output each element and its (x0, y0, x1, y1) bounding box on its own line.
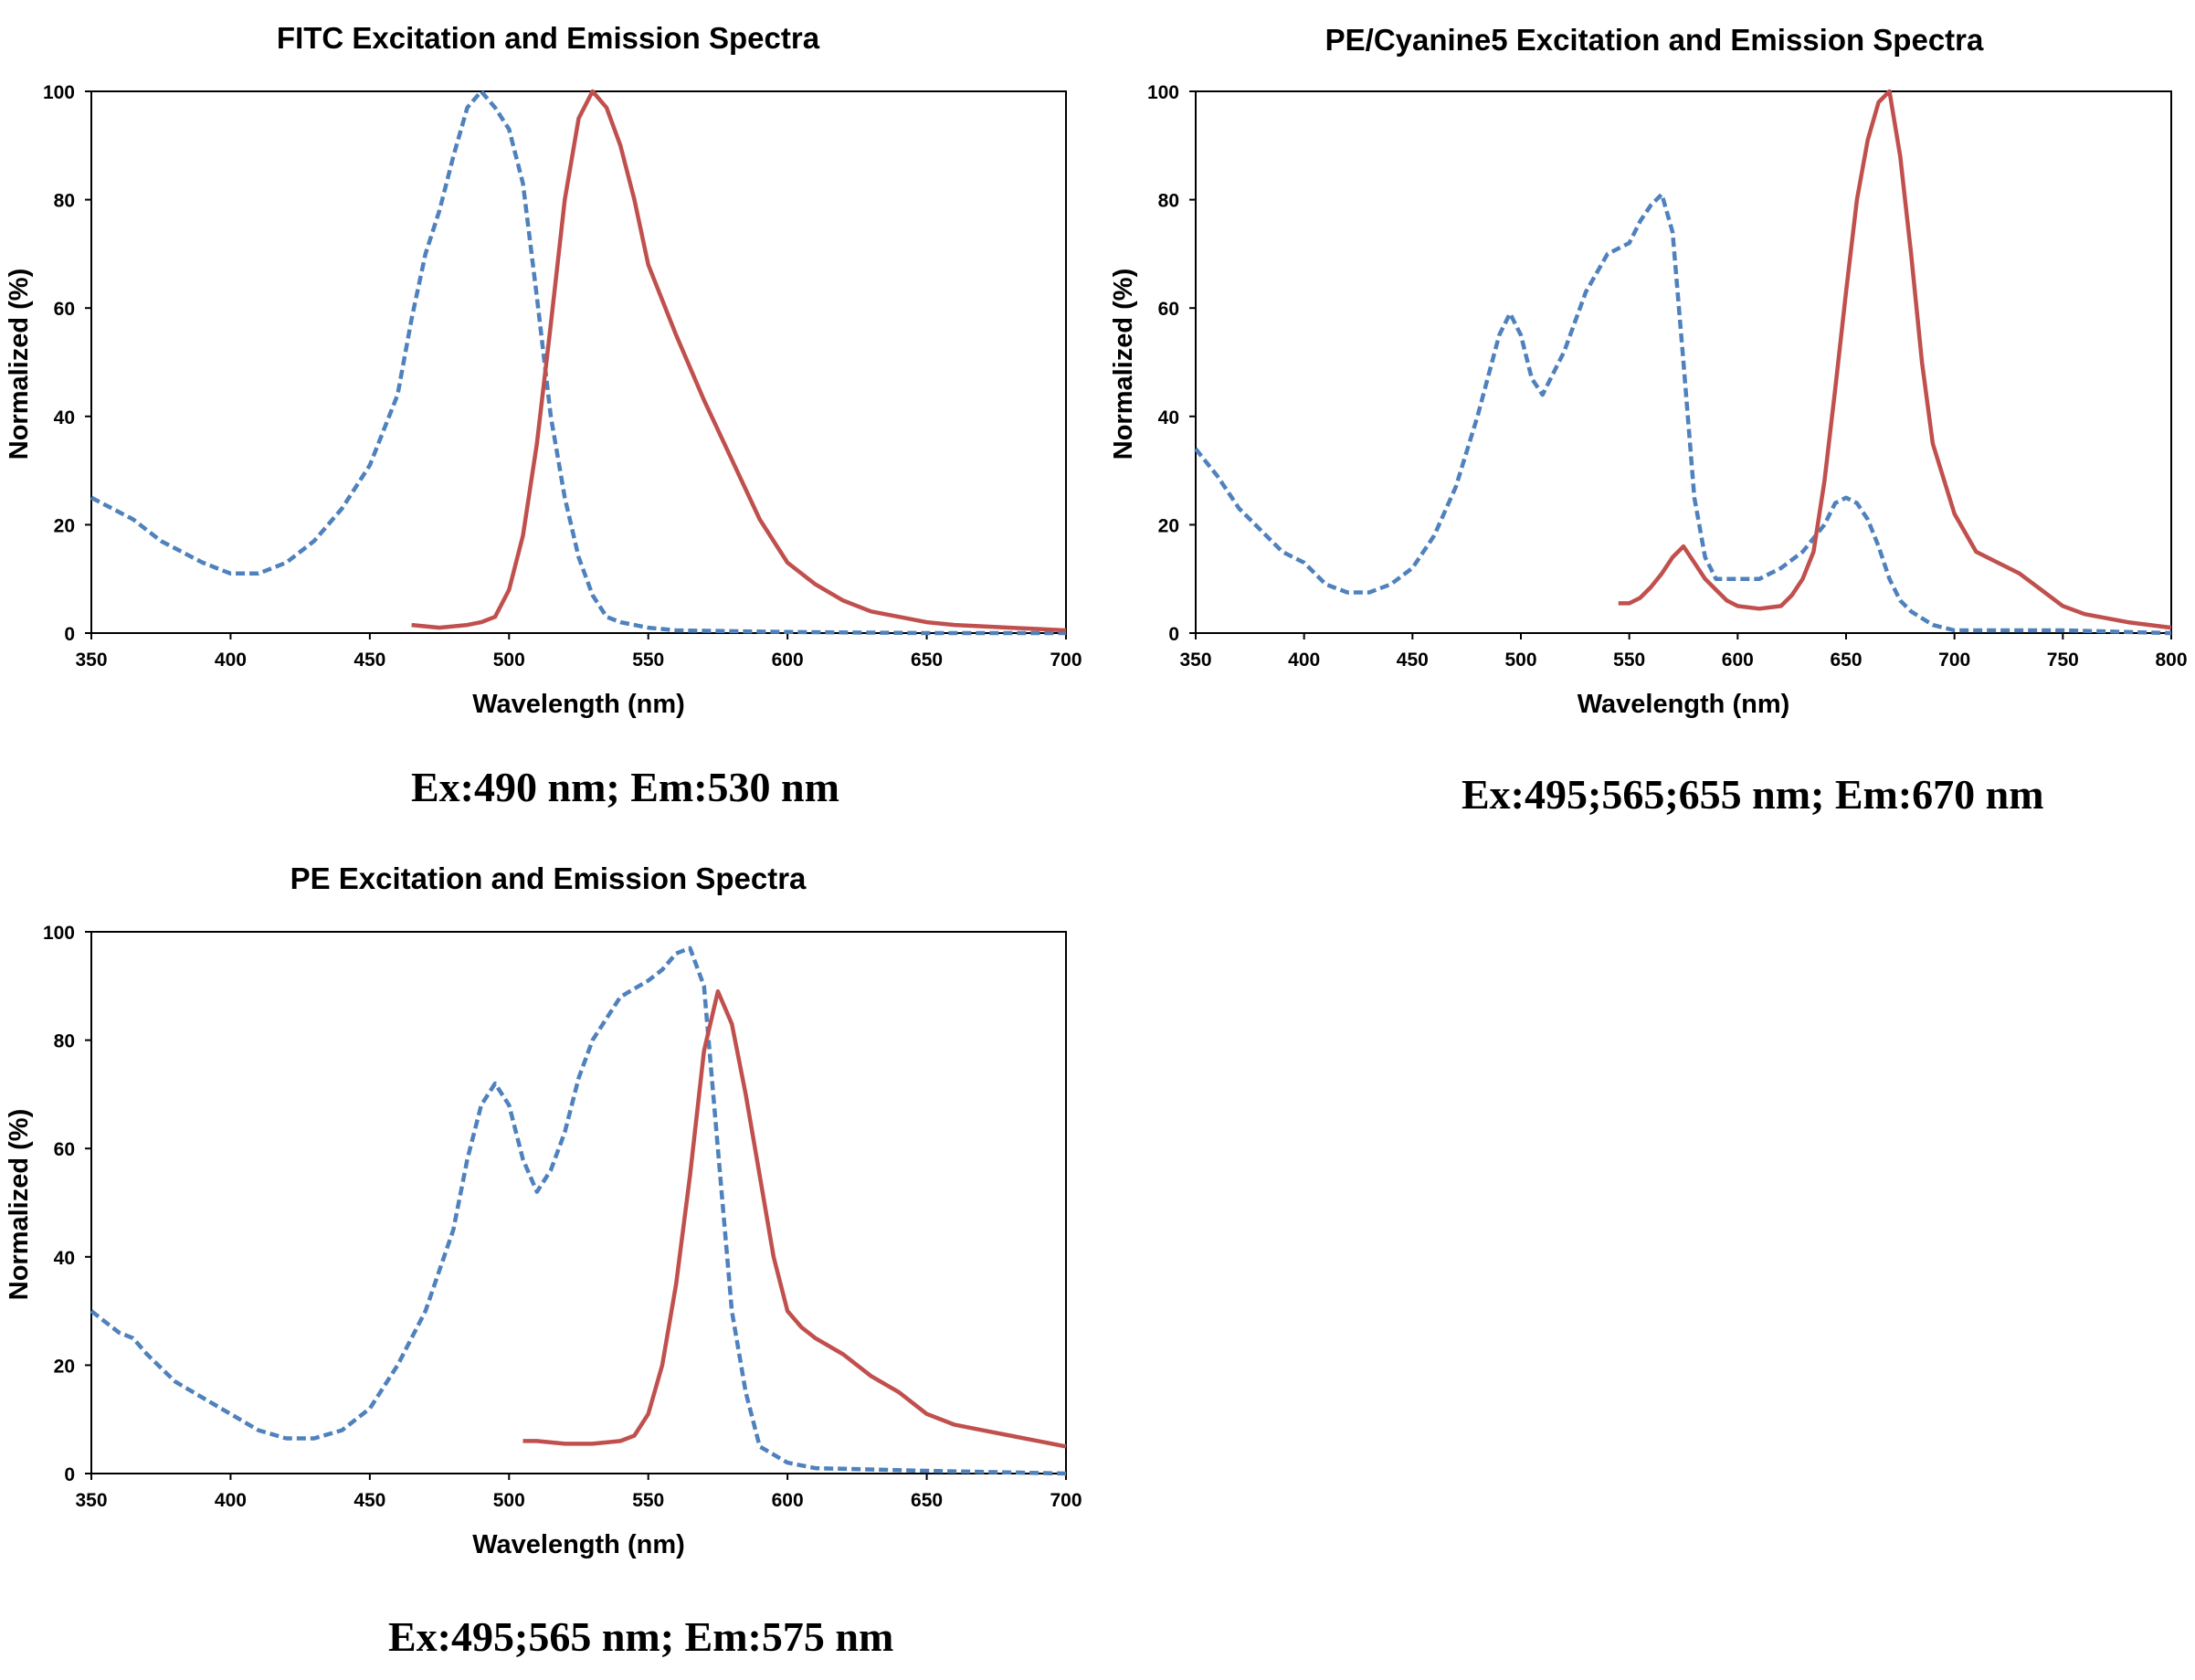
y-tick-label: 60 (1158, 299, 1179, 320)
chart-title: PE Excitation and Emission Spectra (290, 861, 807, 895)
x-axis-label: Wavelength (nm) (472, 690, 685, 719)
excitation-series-line (90, 946, 1067, 1476)
x-tick-label: 450 (354, 1490, 385, 1511)
x-tick-label: 400 (215, 1490, 247, 1511)
y-tick-label: 80 (1158, 191, 1179, 212)
y-tick-label: 20 (54, 1356, 75, 1377)
x-tick-label: 750 (2047, 650, 2079, 671)
pe-cyanine5-spectra-panel: PE/Cyanine5 Excitation and Emission Spec… (1096, 0, 2195, 822)
x-axis-label: Wavelength (nm) (472, 1530, 685, 1559)
y-tick-label: 40 (54, 1248, 75, 1269)
fitc-spectra-chart: FITC Excitation and Emission Spectra 350 4… (5, 21, 1082, 719)
x-tick-label: 700 (1050, 1490, 1082, 1511)
x-tick-label: 450 (1397, 650, 1429, 671)
x-tick-label: 350 (1179, 650, 1211, 671)
x-tick-label: 500 (1504, 650, 1536, 671)
x-tick-label: 450 (354, 650, 385, 671)
x-tick-label: 600 (772, 650, 804, 671)
y-tick-label: 60 (54, 1139, 75, 1160)
pe-caption: Ex:495;565 nm; Em:575 nm (388, 1613, 894, 1660)
x-tick-label: 600 (1722, 650, 1754, 671)
pe-cyanine5-caption: Ex:495;565;655 nm; Em:670 nm (1462, 771, 2044, 818)
x-tick-label: 550 (632, 1490, 664, 1511)
x-tick-label: 500 (493, 1490, 525, 1511)
y-tick-label: 80 (54, 1031, 75, 1052)
x-tick-label: 650 (1830, 650, 1862, 671)
y-tick-label: 100 (1147, 82, 1179, 103)
chart-title: FITC Excitation and Emission Spectra (277, 21, 820, 55)
y-axis-label: Normalized (%) (5, 269, 34, 460)
x-tick-label: 350 (75, 1490, 107, 1511)
x-tick-label: 400 (1288, 650, 1320, 671)
x-tick-label: 700 (1938, 650, 1970, 671)
x-tick-label: 700 (1050, 650, 1082, 671)
fitc-spectra-panel: FITC Excitation and Emission Spectra 350 4… (0, 0, 1096, 822)
plot-area-frame (90, 90, 1067, 634)
emission-series-line (1618, 89, 2172, 630)
chart-title: PE/Cyanine5 Excitation and Emission Spec… (1325, 23, 1984, 57)
y-tick-label: 40 (54, 407, 75, 428)
x-tick-label: 500 (493, 650, 525, 671)
y-tick-label: 0 (64, 1464, 75, 1485)
y-tick-label: 80 (54, 191, 75, 212)
y-tick-label: 100 (43, 923, 75, 944)
y-tick-label: 100 (43, 82, 75, 103)
excitation-series-line (90, 89, 1066, 636)
x-tick-label: 650 (911, 650, 943, 671)
y-tick-label: 40 (1158, 407, 1179, 428)
y-tick-label: 60 (54, 299, 75, 320)
y-tick-label: 20 (1158, 515, 1179, 536)
x-tick-label: 550 (632, 650, 664, 671)
emission-series-line (411, 89, 1067, 633)
x-tick-label: 350 (75, 650, 107, 671)
emission-series-line (522, 988, 1067, 1449)
y-axis-label: Normalized (%) (1109, 269, 1138, 460)
x-tick-label: 400 (215, 650, 247, 671)
x-tick-label: 600 (772, 1490, 804, 1511)
plot-area-frame (1195, 90, 2172, 634)
y-tick-label: 0 (64, 624, 75, 645)
excitation-series-line (1194, 192, 2172, 636)
y-tick-label: 20 (54, 515, 75, 536)
y-tick-label: 0 (1168, 624, 1179, 645)
x-tick-label: 650 (911, 1490, 943, 1511)
pe-spectra-panel: PE Excitation and Emission Spectra 350 400… (0, 840, 1096, 1680)
x-tick-label: 550 (1613, 650, 1645, 671)
fitc-caption: Ex:490 nm; Em:530 nm (411, 764, 839, 810)
plot-area-frame (90, 931, 1067, 1474)
pe-cyanine5-spectra-chart: PE/Cyanine5 Excitation and Emission Spec… (1109, 23, 2188, 719)
x-tick-label: 800 (2155, 650, 2187, 671)
y-axis-label: Normalized (%) (5, 1109, 34, 1300)
x-axis-label: Wavelength (nm) (1578, 690, 1790, 719)
